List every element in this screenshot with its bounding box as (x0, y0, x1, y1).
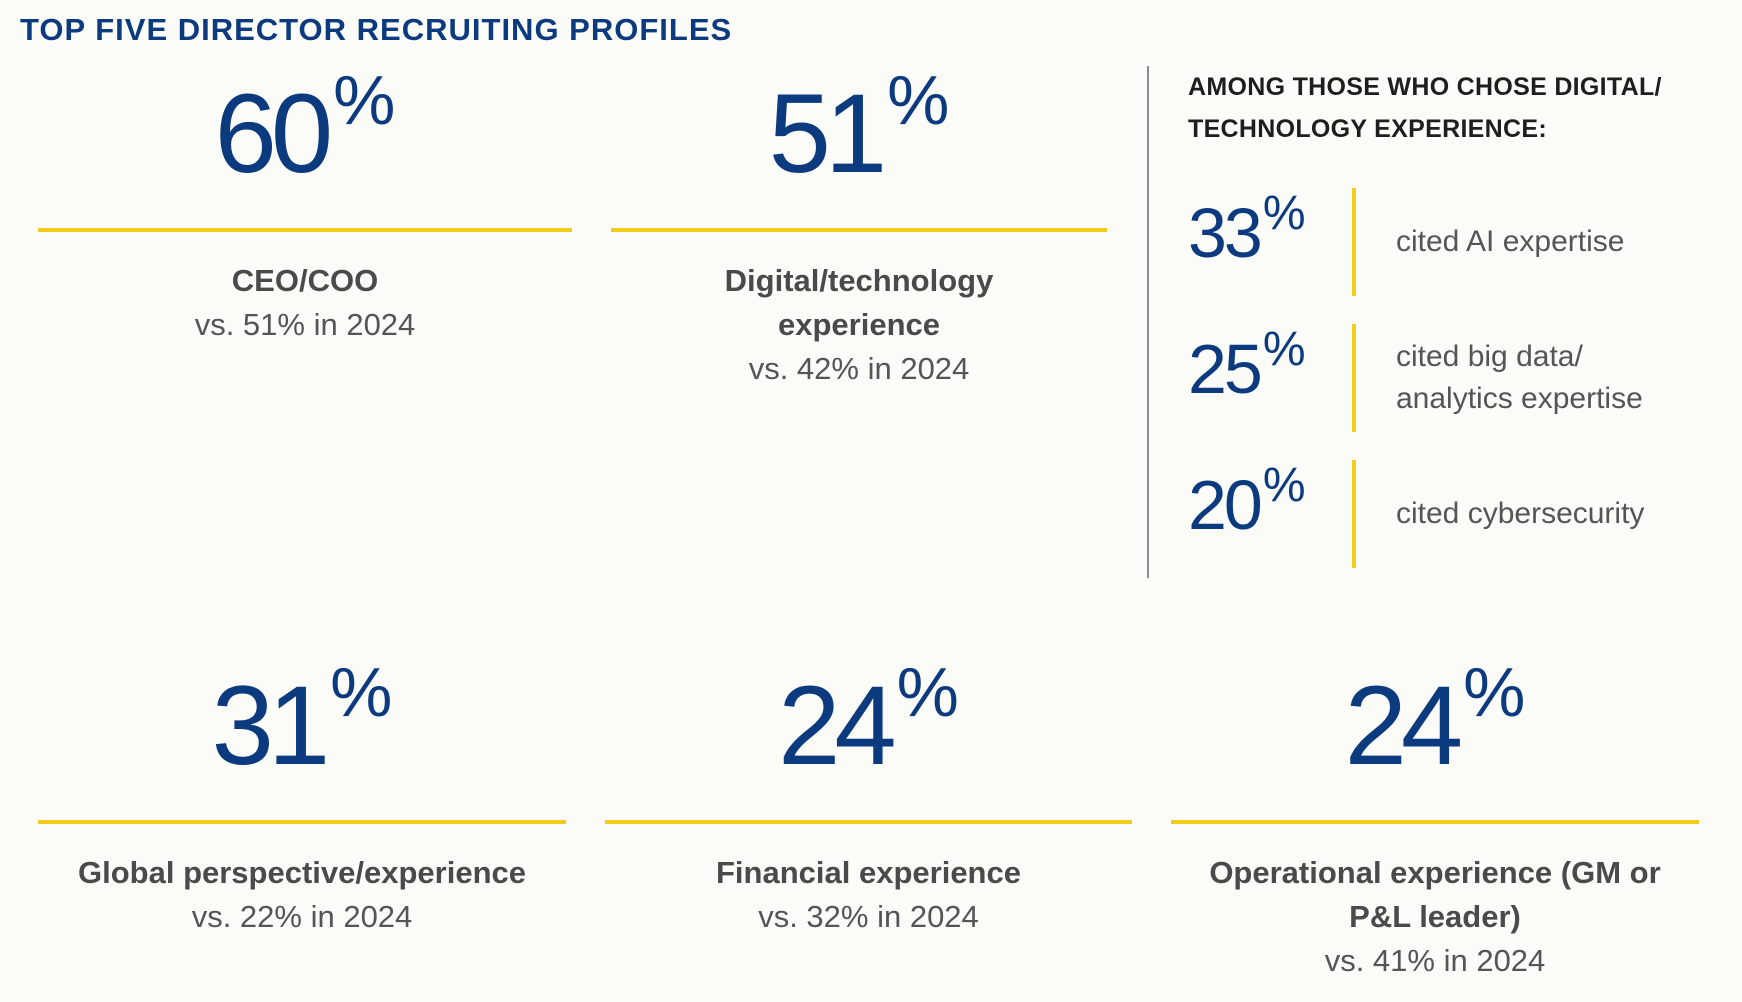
breakdown-item-cybersecurity: 20% cited cybersecurity (1188, 459, 1708, 570)
stat-comparison: vs. 32% in 2024 (758, 899, 979, 934)
page-title: TOP FIVE DIRECTOR RECRUITING PROFILES (20, 12, 733, 47)
stat-financial: 24% Financial experience vs. 32% in 2024 (605, 0, 1132, 960)
stat-comparison: vs. 41% in 2024 (1324, 943, 1546, 978)
yellow-rule (605, 820, 1132, 824)
breakdown-item-ai: 33% cited AI expertise (1188, 187, 1708, 298)
stat-comparison: vs. 22% in 2024 (191, 899, 413, 934)
stat-value: 31% (38, 653, 566, 782)
breakdown-text: cited cybersecurity (1396, 497, 1645, 530)
breakdown-number: 33 (1188, 194, 1263, 272)
breakdown-value: 33% (1188, 187, 1306, 268)
stat-comparison: vs. 51% in 2024 (194, 307, 416, 342)
breakdown-item-big-data: 25% cited big data/ analytics expertise (1188, 323, 1708, 434)
stat-number: 60 (214, 71, 334, 196)
breakdown-value: 20% (1188, 459, 1306, 540)
stat-value: 51% (611, 61, 1107, 190)
yellow-rule (38, 820, 566, 824)
breakdown-number: 20 (1188, 466, 1263, 544)
stat-ceo-coo: 60% CEO/COO vs. 51% in 2024 (38, 0, 572, 400)
percent-sign: % (1262, 459, 1306, 512)
stat-value: 60% (38, 61, 572, 190)
stat-number: 51 (768, 71, 888, 196)
percent-sign: % (330, 653, 393, 731)
stat-digital-technology: 51% Digital/technology experience vs. 42… (611, 0, 1107, 420)
stat-label: Digital/technology experience (724, 263, 994, 342)
percent-sign: % (1262, 187, 1306, 240)
stat-operational: 24% Operational experience (GM or P&L le… (1171, 0, 1699, 1000)
yellow-rule (611, 228, 1107, 232)
percent-sign: % (887, 61, 950, 139)
yellow-bar (1352, 460, 1356, 568)
breakdown-text: cited AI expertise (1396, 225, 1625, 258)
yellow-bar (1352, 188, 1356, 296)
stat-label: Operational experience (GM or P&L leader… (1209, 855, 1661, 934)
percent-sign: % (333, 61, 396, 139)
percent-sign: % (1463, 653, 1526, 731)
breakdown-text: cited big data/ analytics expertise (1396, 340, 1643, 415)
breakdown-value: 25% (1188, 323, 1306, 404)
breakdown-number: 25 (1188, 330, 1263, 408)
stat-number: 24 (1344, 663, 1464, 788)
breakdown-heading: AMONG THOSE WHO CHOSE DIGITAL/ TECHNOLOG… (1188, 73, 1662, 143)
stat-label: Global perspective/experience (78, 855, 526, 890)
stat-comparison: vs. 42% in 2024 (748, 351, 970, 386)
stat-value: 24% (1171, 653, 1699, 782)
stat-number: 31 (211, 663, 331, 788)
stat-number: 24 (778, 663, 897, 788)
stat-label: CEO/COO (231, 263, 379, 298)
stat-global-perspective: 31% Global perspective/experience vs. 22… (38, 0, 566, 960)
yellow-bar (1352, 324, 1356, 432)
yellow-rule (1171, 820, 1699, 824)
stat-label: Financial experience (716, 855, 1021, 890)
percent-sign: % (1262, 323, 1306, 376)
vertical-divider (1147, 66, 1149, 578)
stat-value: 24% (605, 653, 1132, 782)
percent-sign: % (896, 653, 959, 731)
yellow-rule (38, 228, 572, 232)
